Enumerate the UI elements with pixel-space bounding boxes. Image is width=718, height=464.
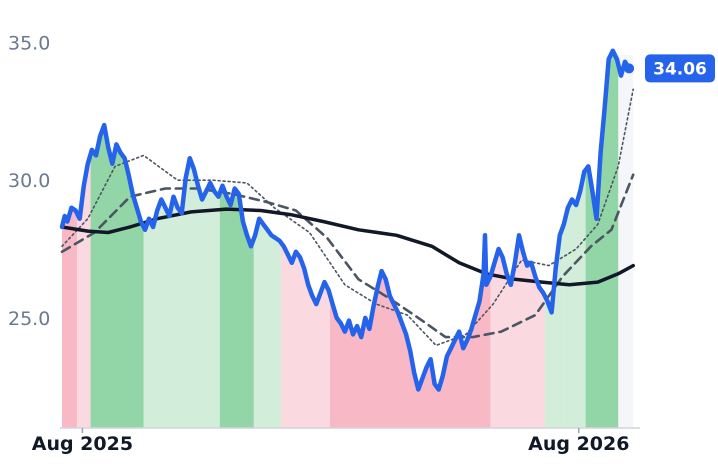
last-value-text: 34.06 xyxy=(653,59,707,79)
regime-block-5 xyxy=(219,50,254,428)
regime-block-8 xyxy=(329,50,491,428)
x-tick-label: Aug 2025 xyxy=(32,433,133,455)
regime-block-9 xyxy=(490,50,545,428)
y-tick-label: 35.0 xyxy=(8,33,50,55)
y-tick-label: 30.0 xyxy=(8,170,50,192)
x-tick-label: Aug 2026 xyxy=(528,433,629,455)
future-zone-layer xyxy=(618,55,634,428)
regime-block-11 xyxy=(563,50,586,428)
future-zone xyxy=(618,55,634,428)
last-value-badge xyxy=(645,54,715,83)
regime-block-3 xyxy=(90,50,144,428)
y-ticks: 35.0 30.0 25.0 xyxy=(8,33,50,330)
price-line xyxy=(59,48,632,392)
last-value-label: 34.06 xyxy=(645,54,715,83)
regime-block-12 xyxy=(585,50,619,428)
upper-band-line xyxy=(61,88,634,347)
x-ticks: Aug 2025 Aug 2026 xyxy=(32,428,629,455)
y-tick-label: 25.0 xyxy=(8,308,50,330)
last-point-marker xyxy=(624,63,635,74)
regime-block-10 xyxy=(544,50,564,428)
long-average-line xyxy=(60,207,635,287)
series-lines xyxy=(59,48,635,392)
regime-block-2 xyxy=(76,50,91,428)
